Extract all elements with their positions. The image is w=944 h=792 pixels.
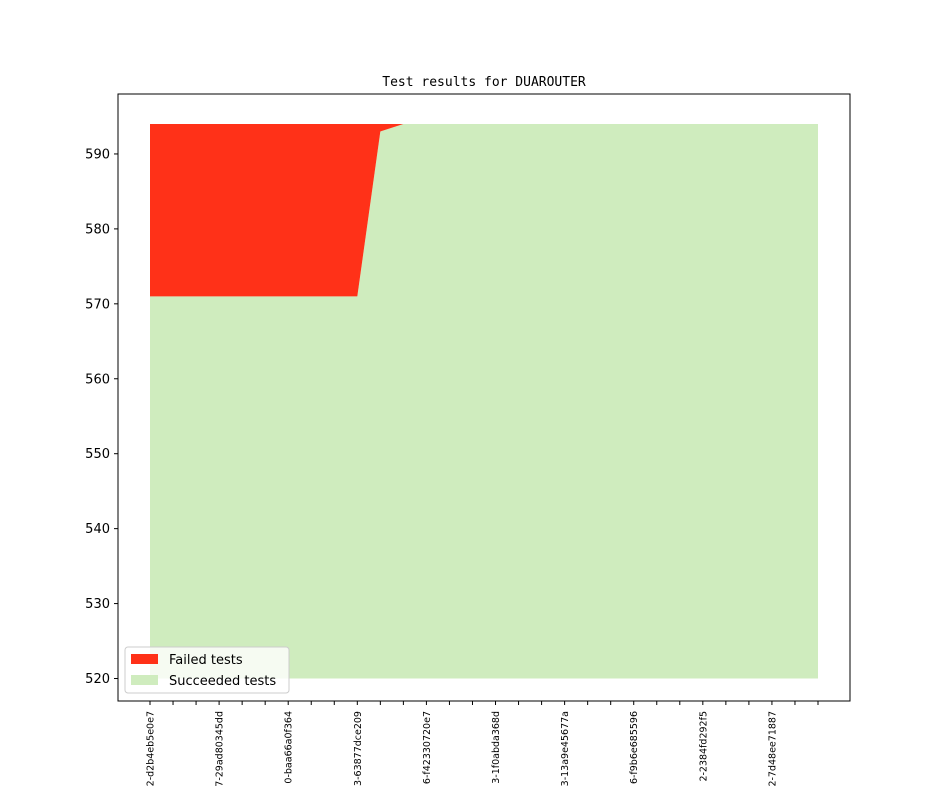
y-tick-label: 530 [85, 597, 110, 612]
y-tick-label: 570 [85, 297, 110, 312]
y-tick-label: 560 [85, 372, 110, 387]
x-tick-label: 6-f9b6e685596 [629, 711, 640, 784]
x-tick-label: 6-f42330720e7 [422, 711, 433, 784]
y-tick-label: 540 [85, 522, 110, 537]
legend-label-succeeded: Succeeded tests [169, 674, 276, 689]
x-axis: 2-d2b4eb5e0e7 7-29ad80345dd 0-baa66a0f364 3… [146, 701, 819, 787]
legend-swatch-succeeded [131, 675, 158, 685]
legend-box [124, 646, 290, 694]
x-tick-label: 3-1f0abda368d [491, 711, 502, 784]
area-succeeded [150, 123, 818, 679]
legend-label-failed: Failed tests [169, 653, 243, 668]
x-tick-label: 3-13a9e45677a [560, 711, 571, 786]
x-tick-label: 3-63877dce209 [353, 711, 364, 786]
legend-swatch-failed [131, 654, 158, 664]
x-tick-label: 2-2384fd292f5 [698, 711, 709, 782]
x-tick-label: 7-29ad80345dd [215, 711, 226, 787]
x-tick-label: 2-7d48ee71887 [767, 711, 778, 787]
x-tick-label: 0-baa66a0f364 [284, 711, 295, 784]
x-tick-label: 2-d2b4eb5e0e7 [146, 711, 157, 786]
y-tick-label: 520 [85, 672, 110, 687]
y-tick-label: 590 [85, 147, 110, 162]
chart-title: Test results for DUAROUTER [382, 75, 586, 90]
area-failed [150, 123, 818, 297]
y-tick-label: 580 [85, 222, 110, 237]
legend: Failed tests Succeeded tests [124, 646, 290, 694]
plot-area [117, 93, 851, 702]
y-tick-label: 550 [85, 447, 110, 462]
y-axis: 520 530 540 550 560 570 580 590 [85, 147, 118, 687]
plot-frame [117, 93, 851, 702]
